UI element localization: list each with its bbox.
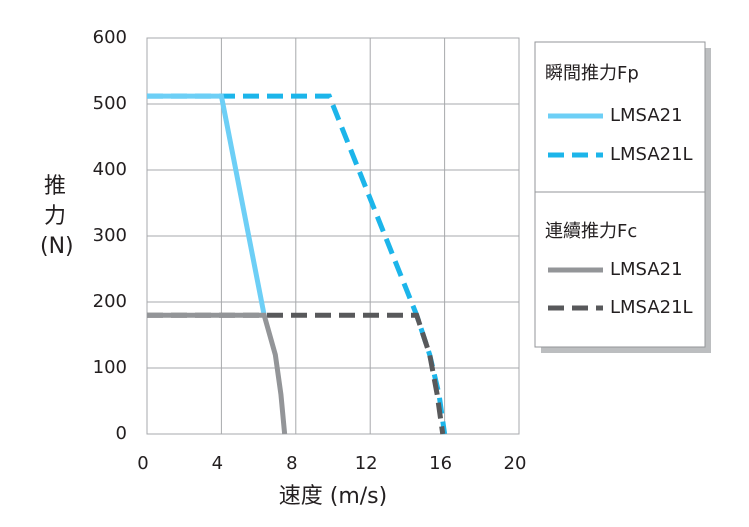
y-tick-label: 600: [93, 27, 127, 48]
y-tick-label: 400: [93, 159, 127, 180]
x-axis-label: 速度 (m/s): [279, 484, 387, 509]
y-tick-label: 0: [116, 423, 127, 444]
legend-title: 連續推力Fc: [545, 221, 637, 242]
series-line: [147, 312, 446, 435]
y-tick-label: 100: [93, 357, 127, 378]
legend-label: LMSA21L: [610, 144, 693, 165]
legend-label: LMSA21L: [610, 297, 693, 318]
y-tick-label: 300: [93, 225, 127, 246]
x-tick-label: 20: [504, 453, 527, 474]
y-tick-label: 500: [93, 93, 127, 114]
y-axis-label: 推力(N): [40, 174, 74, 259]
series-line: [147, 312, 288, 435]
legend-label: LMSA21: [610, 105, 683, 126]
series-line: [147, 93, 267, 316]
legend-title: 瞬間推力Fp: [545, 63, 639, 84]
legend: [534, 41, 706, 348]
x-tick-label: 8: [286, 453, 297, 474]
x-tick-label: 12: [355, 453, 378, 474]
x-tick-label: 0: [137, 453, 148, 474]
legend-label: LMSA21: [610, 259, 683, 280]
x-tick-label: 4: [212, 453, 223, 474]
y-tick-label: 200: [93, 291, 127, 312]
x-tick-label: 16: [429, 453, 452, 474]
